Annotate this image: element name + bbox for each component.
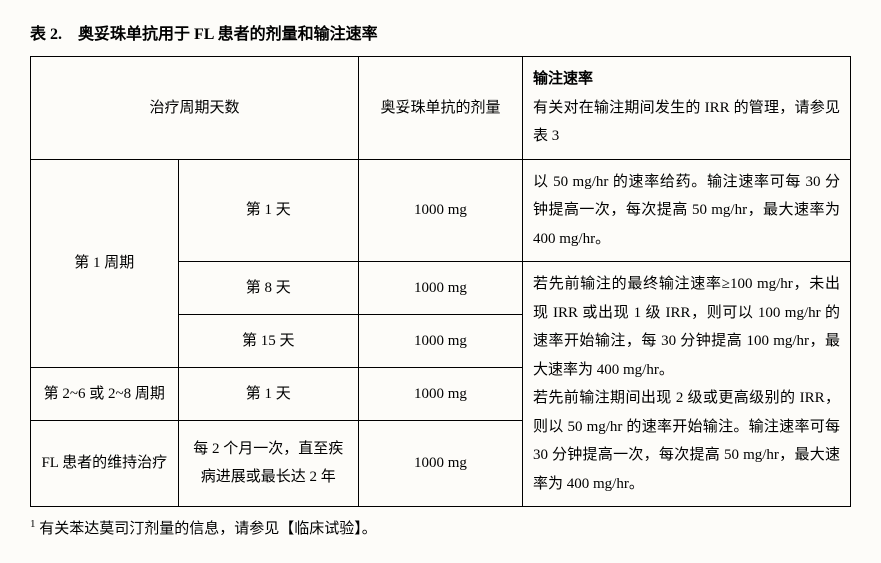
hdr-dose: 奥妥珠单抗的剂量 <box>358 57 522 160</box>
cell-rate-d1: 以 50 mg/hr 的速率给药。输注速率可每 30 分钟提高一次，每次提高 5… <box>522 159 850 262</box>
cell-dose-1: 1000 mg <box>358 159 522 262</box>
cell-dose-5: 1000 mg <box>358 420 522 506</box>
cell-maint-label: FL 患者的维持治疗 <box>31 420 179 506</box>
maint-label-text: FL 患者的维持治疗 <box>41 455 167 471</box>
cell-cycle2-d1: 第 1 天 <box>178 367 358 420</box>
cycle2-label-text: 第 2~6 或 2~8 周期 <box>44 386 165 402</box>
cell-dose-2: 1000 mg <box>358 262 522 315</box>
dosage-table: 治疗周期天数 奥妥珠单抗的剂量 输注速率 有关对在输注期间发生的 IRR 的管理… <box>30 56 851 507</box>
cell-maint-schedule: 每 2 个月一次，直至疾病进展或最长达 2 年 <box>178 420 358 506</box>
table-title: 表 2. 奥妥珠单抗用于 FL 患者的剂量和输注速率 <box>30 20 851 44</box>
hdr-rate: 输注速率 有关对在输注期间发生的 IRR 的管理，请参见表 3 <box>522 57 850 160</box>
rate-d1-text: 以 50 mg/hr 的速率给药。输注速率可每 30 分钟提高一次，每次提高 5… <box>533 174 840 247</box>
dose-5-text: 1000 mg <box>414 455 467 471</box>
cycle2-d1-text: 第 1 天 <box>246 386 291 402</box>
hdr-rate-title: 输注速率 <box>533 71 593 87</box>
cycle1-d15-text: 第 15 天 <box>242 333 295 349</box>
hdr-cycle-days-text: 治疗周期天数 <box>149 100 239 116</box>
cell-rate-rest: 若先前输注的最终输注速率≥100 mg/hr，未出现 IRR 或出现 1 级 I… <box>522 262 850 507</box>
maint-schedule-text: 每 2 个月一次，直至疾病进展或最长达 2 年 <box>193 441 343 486</box>
cell-dose-3: 1000 mg <box>358 314 522 367</box>
title-label: 表 2. <box>30 26 62 43</box>
hdr-cycle-days: 治疗周期天数 <box>31 57 359 160</box>
dose-4-text: 1000 mg <box>414 386 467 402</box>
cycle1-label-text: 第 1 周期 <box>74 255 134 271</box>
title-text: 奥妥珠单抗用于 FL 患者的剂量和输注速率 <box>78 26 378 43</box>
footnote-text: 有关苯达莫司汀剂量的信息，请参见【临床试验】。 <box>36 521 377 537</box>
cycle1-d8-text: 第 8 天 <box>246 280 291 296</box>
hdr-rate-note: 有关对在输注期间发生的 IRR 的管理，请参见表 3 <box>533 100 840 145</box>
table-header-row: 治疗周期天数 奥妥珠单抗的剂量 输注速率 有关对在输注期间发生的 IRR 的管理… <box>31 57 851 160</box>
cycle1-d1-text: 第 1 天 <box>246 202 291 218</box>
dose-2-text: 1000 mg <box>414 280 467 296</box>
cell-cycle1-d8: 第 8 天 <box>178 262 358 315</box>
dose-3-text: 1000 mg <box>414 333 467 349</box>
cell-cycle2-label: 第 2~6 或 2~8 周期 <box>31 367 179 420</box>
rate-rest-text: 若先前输注的最终输注速率≥100 mg/hr，未出现 IRR 或出现 1 级 I… <box>533 276 840 492</box>
footnote: 1 有关苯达莫司汀剂量的信息，请参见【临床试验】。 <box>30 515 851 543</box>
dose-1-text: 1000 mg <box>414 202 467 218</box>
cell-dose-4: 1000 mg <box>358 367 522 420</box>
cell-cycle1-label: 第 1 周期 <box>31 159 179 367</box>
table-row: 第 1 周期 第 1 天 1000 mg 以 50 mg/hr 的速率给药。输注… <box>31 159 851 262</box>
hdr-dose-text: 奥妥珠单抗的剂量 <box>380 100 500 116</box>
cell-cycle1-d15: 第 15 天 <box>178 314 358 367</box>
cell-cycle1-d1: 第 1 天 <box>178 159 358 262</box>
